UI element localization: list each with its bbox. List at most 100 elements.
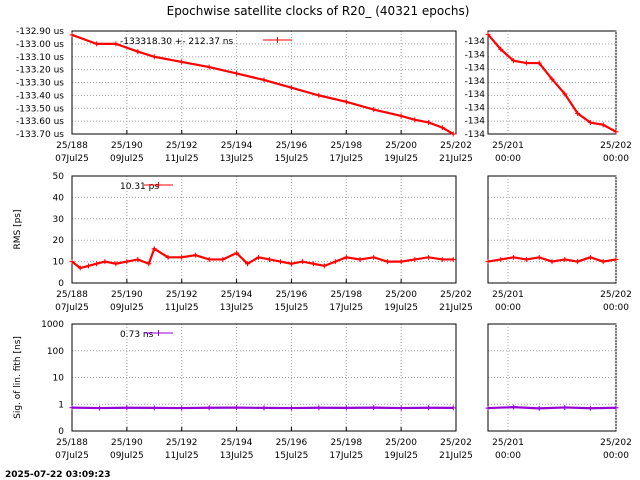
sigma-ytick-label: 10 bbox=[53, 374, 65, 384]
rms-xtick-date: 09Jul25 bbox=[110, 303, 144, 313]
rms-xtick-date: 17Jul25 bbox=[329, 303, 363, 313]
sigma-right-point bbox=[613, 405, 619, 411]
rms-point bbox=[113, 261, 119, 267]
clock-xtick-label: 25/202 bbox=[440, 141, 472, 151]
clock-xtick-date: 17Jul25 bbox=[329, 154, 363, 164]
clock-point bbox=[135, 49, 141, 55]
sigma-point bbox=[124, 405, 130, 411]
clock-xtick-label: 25/188 bbox=[56, 141, 88, 151]
sigma-xtick-date: 19Jul25 bbox=[384, 451, 418, 461]
clock-right-point bbox=[613, 129, 619, 135]
clock-ytick-label: -133.60 us bbox=[16, 117, 64, 127]
rms-point bbox=[256, 254, 262, 260]
clock-right-ytick-label: -134 bbox=[465, 117, 486, 127]
rms-right-point bbox=[536, 254, 542, 260]
rms-point bbox=[102, 259, 108, 265]
rms-point bbox=[450, 256, 456, 262]
clock-ytick-label: -133.20 us bbox=[16, 66, 64, 76]
sigma-right-xtick-label: 25/201 bbox=[492, 438, 524, 448]
timestamp: 2025-07-22 03:09:23 bbox=[5, 470, 110, 480]
clock-right-ytick-label: -134 bbox=[465, 37, 486, 47]
rms-point bbox=[310, 261, 316, 267]
sigma-xtick-date: 17Jul25 bbox=[329, 451, 363, 461]
rms-right-point bbox=[562, 256, 568, 262]
rms-point bbox=[146, 261, 152, 267]
sigma-xtick-label: 25/200 bbox=[385, 438, 417, 448]
sigma-ytick-label: 1 bbox=[58, 400, 64, 410]
rms-xtick-date: 15Jul25 bbox=[275, 303, 309, 313]
rms-xtick-label: 25/202 bbox=[440, 290, 472, 300]
clock-frame bbox=[71, 30, 457, 135]
sigma-ytick-label: 1000 bbox=[41, 320, 64, 330]
rms-right-point bbox=[613, 256, 619, 262]
sigma-legend-label: 0.73 ns bbox=[120, 330, 154, 340]
clock-right-point bbox=[498, 46, 504, 52]
rms-point bbox=[77, 265, 83, 271]
rms-point bbox=[192, 252, 198, 258]
rms-point bbox=[124, 259, 130, 265]
clock-right-xtick-label: 25/202 bbox=[600, 141, 632, 151]
clock-point bbox=[179, 59, 185, 65]
clock-legend-marker bbox=[274, 37, 281, 43]
clock-point bbox=[206, 64, 212, 70]
clock-xtick-label: 25/194 bbox=[221, 141, 253, 151]
rms-xtick-date: 13Jul25 bbox=[220, 303, 254, 313]
rms-point bbox=[426, 254, 432, 260]
rms-right-point bbox=[575, 259, 581, 265]
sigma-xtick-date: 15Jul25 bbox=[275, 451, 309, 461]
clock-right-ytick-label: -134 bbox=[465, 103, 486, 113]
sigma-xtick-label: 25/188 bbox=[56, 438, 88, 448]
rms-point bbox=[266, 256, 272, 262]
rms-point bbox=[85, 263, 91, 269]
sigma-xtick-date: 09Jul25 bbox=[110, 451, 144, 461]
clock-ytick-label: -132.90 us bbox=[16, 27, 64, 37]
rms-point bbox=[234, 250, 240, 256]
sigma-point bbox=[96, 405, 102, 411]
rms-ytick-label: 30 bbox=[53, 215, 65, 225]
sigma-right-point bbox=[562, 404, 568, 410]
rms-point bbox=[371, 254, 377, 260]
sigma-point bbox=[398, 405, 404, 411]
sigma-xtick-date: 21Jul25 bbox=[439, 451, 473, 461]
sigma-right-point bbox=[536, 405, 542, 411]
sigma-xtick-label: 25/192 bbox=[166, 438, 198, 448]
rms-frame bbox=[71, 175, 457, 284]
sigma-point bbox=[426, 405, 432, 411]
clock-right-point bbox=[511, 58, 517, 64]
clock-ytick-label: -133.10 us bbox=[16, 53, 64, 63]
sigma-point bbox=[151, 405, 157, 411]
rms-point bbox=[94, 261, 100, 267]
clock-point bbox=[439, 125, 445, 131]
rms-point bbox=[206, 256, 212, 262]
clock-right-point bbox=[587, 120, 593, 126]
clock-legend-label: -133318.30 +- 212.37 ns bbox=[120, 37, 233, 47]
sigma-xtick-label: 25/194 bbox=[221, 438, 253, 448]
clock-right-point bbox=[549, 76, 555, 82]
sigma-right-point bbox=[511, 404, 517, 410]
sigma-right-point bbox=[485, 405, 491, 411]
clock-point bbox=[113, 41, 119, 47]
clock-right-point bbox=[600, 122, 606, 128]
rms-right-point bbox=[485, 259, 491, 265]
sigma-point bbox=[343, 405, 349, 411]
rms-point bbox=[69, 259, 75, 265]
rms-right-point bbox=[523, 256, 529, 262]
sigma-point bbox=[371, 405, 377, 411]
sigma-point bbox=[234, 405, 240, 411]
sigma-right-xtick-time: 00:00 bbox=[603, 451, 629, 461]
clock-xtick-date: 19Jul25 bbox=[384, 154, 418, 164]
rms-xtick-date: 21Jul25 bbox=[439, 303, 473, 313]
clock-ytick-label: -133.50 us bbox=[16, 104, 64, 114]
rms-xtick-label: 25/198 bbox=[330, 290, 362, 300]
clock-point bbox=[288, 85, 294, 91]
rms-line bbox=[71, 247, 454, 270]
sigma-frame bbox=[71, 323, 457, 432]
clock-point bbox=[426, 119, 432, 125]
sigma-ylabel: Sig. of lin. fith [ns] bbox=[13, 336, 23, 419]
rms-ytick-label: 50 bbox=[53, 172, 65, 182]
clock-xtick-label: 25/196 bbox=[276, 141, 308, 151]
sigma-xtick-date: 11Jul25 bbox=[165, 451, 199, 461]
sigma-ytick-label: 0 bbox=[58, 427, 64, 437]
rms-point bbox=[343, 254, 349, 260]
rms-point bbox=[179, 254, 185, 260]
